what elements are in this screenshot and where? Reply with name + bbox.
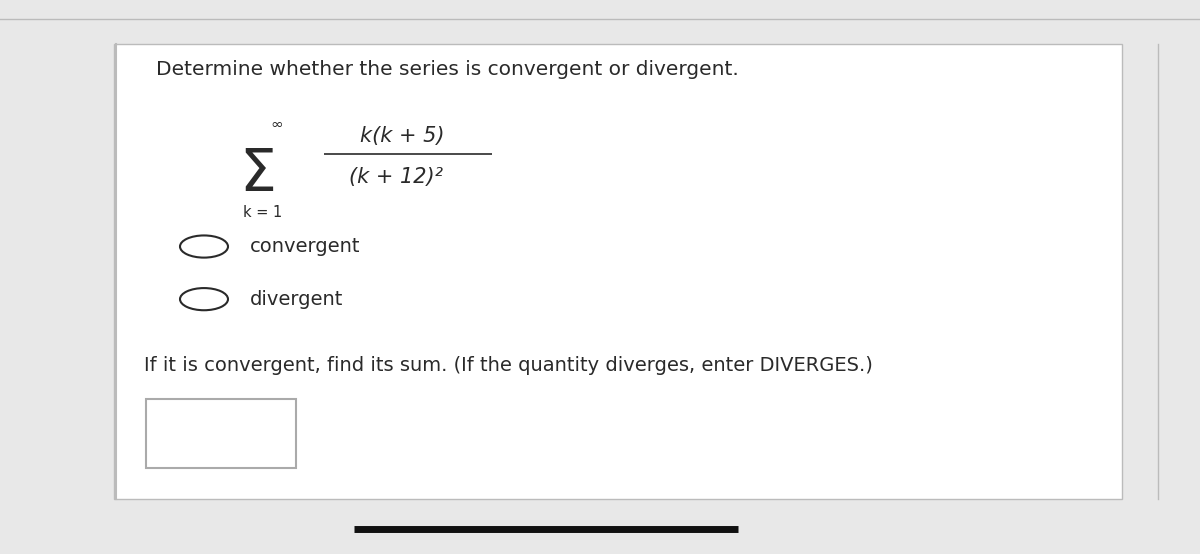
FancyBboxPatch shape: [146, 399, 296, 468]
Text: Σ: Σ: [240, 146, 276, 203]
Text: Determine whether the series is convergent or divergent.: Determine whether the series is converge…: [156, 60, 739, 79]
Text: convergent: convergent: [250, 237, 360, 256]
Text: k(k + 5): k(k + 5): [360, 126, 444, 146]
Text: ∞: ∞: [271, 117, 283, 132]
FancyBboxPatch shape: [114, 44, 1122, 499]
Text: If it is convergent, find its sum. (If the quantity diverges, enter DIVERGES.): If it is convergent, find its sum. (If t…: [144, 356, 872, 375]
Text: k = 1: k = 1: [244, 204, 282, 220]
Text: divergent: divergent: [250, 290, 343, 309]
Text: (k + 12)²: (k + 12)²: [349, 167, 443, 187]
